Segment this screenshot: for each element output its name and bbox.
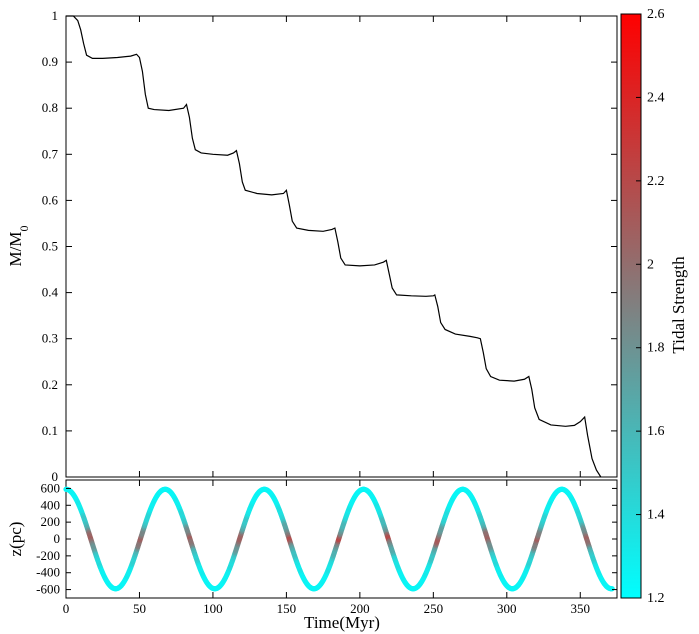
x-tick-label: 150 <box>277 601 297 616</box>
top-y-tick-label: 0.9 <box>42 54 58 69</box>
bottom-y-axis-label: z(pc) <box>6 522 25 557</box>
colorbar-tick-label: 1.4 <box>647 508 665 523</box>
bottom-y-tick-label: 600 <box>41 480 61 495</box>
bottom-y-tick-label: 200 <box>41 514 61 529</box>
bottom-y-tick-label: 400 <box>41 497 61 512</box>
top-y-axis-label: M/M0 <box>6 226 31 267</box>
z-position-panel: 600 400 200 0 -200 -400 -600 0 50 100 150 200 250 30… <box>6 479 618 632</box>
top-y-tick-label: 0.2 <box>42 377 58 392</box>
colorbar-tick-label: 2.4 <box>647 90 665 105</box>
top-y-tick-label: 0.8 <box>42 100 58 115</box>
x-tick-label: 250 <box>424 601 444 616</box>
bottom-y-tick-label: -600 <box>36 582 60 597</box>
bottom-y-tick-label: -400 <box>36 565 60 580</box>
top-y-tick-label: 0.7 <box>42 146 59 161</box>
colorbar-gradient <box>620 13 642 599</box>
x-tick-label: 0 <box>63 601 70 616</box>
top-y-tick-label: 0.1 <box>42 423 58 438</box>
x-tick-label: 200 <box>350 601 370 616</box>
colorbar-tick-label: 2.6 <box>647 7 665 22</box>
x-tick-label: 100 <box>203 601 223 616</box>
z-point <box>609 586 615 592</box>
x-tick-label: 350 <box>571 601 591 616</box>
z-scatter-series <box>63 486 615 592</box>
top-y-tick-label: 0.3 <box>42 331 58 346</box>
mass-fraction-line <box>66 15 602 478</box>
colorbar: 1.2 1.4 1.6 1.8 2 2.2 2.4 2.6 Tidal Strength <box>620 7 688 606</box>
top-y-tick-label: 0 <box>52 469 59 484</box>
colorbar-tick-label: 1.2 <box>647 591 665 606</box>
x-axis-label: Time(Myr) <box>304 613 380 632</box>
x-tick-label: 50 <box>133 601 146 616</box>
x-tick-label: 300 <box>497 601 517 616</box>
mass-fraction-panel: 0 0.1 0.2 0.3 0.4 0.5 0.6 0.7 0.8 0.9 1 M/M0 <box>6 8 618 484</box>
top-y-tick-label: 0.6 <box>42 192 59 207</box>
colorbar-tick-label: 2 <box>647 257 654 272</box>
colorbar-tick-label: 2.2 <box>647 174 665 189</box>
colorbar-tick-label: 1.6 <box>647 424 665 439</box>
bottom-panel-frame <box>65 479 618 599</box>
top-y-tick-label: 0.4 <box>42 285 59 300</box>
bottom-y-tick-label: 0 <box>54 531 61 546</box>
top-y-tick-label: 0.5 <box>42 239 58 254</box>
top-y-tick-label: 1 <box>52 8 59 23</box>
bottom-y-tick-label: -200 <box>36 548 60 563</box>
colorbar-label: Tidal Strength <box>669 256 688 354</box>
colorbar-tick-label: 1.8 <box>647 341 665 356</box>
